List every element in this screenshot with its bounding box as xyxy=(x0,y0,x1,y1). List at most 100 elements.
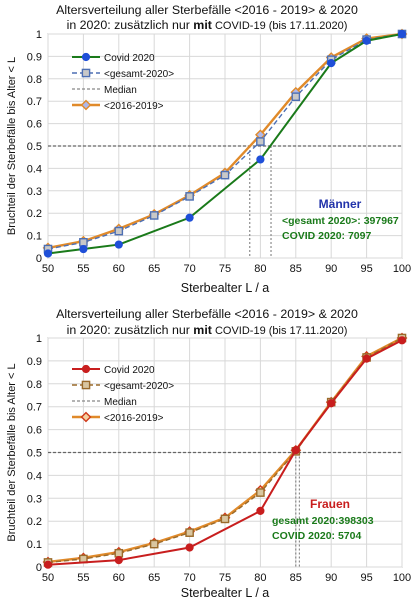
y-tick-label: 0.6 xyxy=(27,425,42,437)
chart-title-part: mit xyxy=(193,323,212,337)
data-point xyxy=(220,514,230,524)
x-tick-label: 60 xyxy=(113,263,125,275)
y-tick-label: 0 xyxy=(36,562,42,574)
data-point xyxy=(397,336,407,345)
data-point xyxy=(327,59,336,68)
annotation-covid: COVID 2020: 5704 xyxy=(272,530,361,542)
series-line-1 xyxy=(47,339,403,566)
data-point xyxy=(327,399,336,408)
legend-swatch-marker xyxy=(81,52,91,62)
annotation-covid: COVID 2020: 7097 xyxy=(282,230,371,242)
annotation-title: Männer xyxy=(319,197,362,211)
data-point xyxy=(256,137,265,146)
y-axis-label: Bruchteil der Sterbefälle bis Alter < L xyxy=(6,363,18,541)
legend-label: <2016-2019> xyxy=(104,413,164,424)
legend-swatch-marker xyxy=(80,411,92,423)
data-point xyxy=(114,226,124,236)
x-tick-label: 60 xyxy=(113,572,125,584)
y-tick-label: 0.3 xyxy=(27,186,42,198)
data-point xyxy=(256,155,265,164)
x-tick-label: 65 xyxy=(148,572,160,584)
x-tick-label: 85 xyxy=(290,263,302,275)
chart-panel-1: Altersverteilung aller Sterbefälle <2016… xyxy=(6,3,411,295)
x-tick-label: 55 xyxy=(77,572,89,584)
y-tick-label: 0.9 xyxy=(27,356,42,368)
legend-label: <2016-2019> xyxy=(104,101,164,112)
chart-title-line1: Altersverteilung aller Sterbefälle <2016… xyxy=(56,307,358,321)
x-axis-label: Sterbealter L / a xyxy=(181,586,270,600)
data-point xyxy=(185,528,194,537)
data-point xyxy=(291,446,300,455)
x-tick-label: 80 xyxy=(254,263,266,275)
x-tick-label: 95 xyxy=(360,263,372,275)
legend-swatch-marker xyxy=(81,364,91,374)
x-tick-label: 100 xyxy=(393,572,411,584)
x-tick-label: 90 xyxy=(325,572,337,584)
data-point xyxy=(114,548,124,558)
data-point xyxy=(149,539,159,549)
y-tick-label: 0.7 xyxy=(27,96,42,108)
x-tick-label: 80 xyxy=(254,572,266,584)
x-tick-label: 70 xyxy=(183,572,195,584)
x-tick-label: 95 xyxy=(360,572,372,584)
x-tick-label: 75 xyxy=(219,263,231,275)
y-tick-label: 0.6 xyxy=(27,119,42,131)
data-point xyxy=(362,36,371,45)
data-point xyxy=(43,560,53,569)
x-tick-label: 50 xyxy=(42,572,54,584)
y-tick-label: 0.1 xyxy=(27,231,42,243)
y-axis-label: Bruchteil der Sterbefälle bis Alter < L xyxy=(6,57,18,235)
legend-swatch-marker xyxy=(81,68,91,78)
x-tick-label: 70 xyxy=(183,263,195,275)
data-point xyxy=(185,213,194,222)
y-tick-label: 0.1 xyxy=(27,539,42,551)
legend-swatch-marker xyxy=(81,380,91,390)
annotation-title: Frauen xyxy=(310,497,350,511)
x-tick-label: 55 xyxy=(77,263,89,275)
y-tick-label: 1 xyxy=(36,29,42,41)
annotation-total: <gesamt 2020>: 397967 xyxy=(282,215,399,227)
annotation-total: gesamt 2020:398303 xyxy=(272,515,374,527)
data-point xyxy=(79,238,88,247)
y-tick-label: 0.2 xyxy=(27,208,42,220)
x-tick-label: 100 xyxy=(393,263,411,275)
data-point xyxy=(291,92,301,102)
chart-title-line2: in 2020: zusätzlich nur mit COVID-19 (bi… xyxy=(67,323,348,337)
data-point xyxy=(114,556,123,565)
data-point xyxy=(362,354,371,363)
y-tick-label: 0.4 xyxy=(27,470,42,482)
y-tick-label: 1 xyxy=(36,333,42,345)
chart-title-line1: Altersverteilung aller Sterbefälle <2016… xyxy=(56,3,358,17)
y-tick-label: 0 xyxy=(36,253,42,265)
series-line-1 xyxy=(47,33,403,255)
legend-label: <gesamt-2020> xyxy=(104,381,174,392)
data-point xyxy=(185,543,194,552)
y-tick-label: 0.3 xyxy=(27,493,42,505)
x-tick-label: 90 xyxy=(325,263,337,275)
data-point xyxy=(185,192,194,201)
x-tick-label: 85 xyxy=(290,572,302,584)
chart-title-part: mit xyxy=(193,18,212,32)
data-point xyxy=(397,29,407,39)
y-tick-label: 0.5 xyxy=(27,448,42,460)
y-tick-label: 0.5 xyxy=(27,141,42,153)
x-axis-label: Sterbealter L / a xyxy=(181,281,270,295)
legend-label: Median xyxy=(104,397,137,408)
y-tick-label: 0.9 xyxy=(27,51,42,63)
y-tick-label: 0.8 xyxy=(27,74,42,86)
data-point xyxy=(114,240,123,249)
y-tick-label: 0.4 xyxy=(27,163,42,175)
y-tick-label: 0.7 xyxy=(27,402,42,414)
legend-label: Covid 2020 xyxy=(104,53,155,64)
chart-title-part: in 2020: zusätzlich nur xyxy=(67,323,194,337)
data-point xyxy=(149,211,159,220)
data-point xyxy=(43,249,53,258)
x-tick-label: 75 xyxy=(219,572,231,584)
x-tick-label: 65 xyxy=(148,263,160,275)
x-tick-label: 50 xyxy=(42,263,54,275)
chart-panel-2: Altersverteilung aller Sterbefälle <2016… xyxy=(6,307,411,600)
chart-title-line2: in 2020: zusätzlich nur mit COVID-19 (bi… xyxy=(67,18,348,32)
data-point xyxy=(256,506,265,515)
data-point xyxy=(79,244,88,254)
